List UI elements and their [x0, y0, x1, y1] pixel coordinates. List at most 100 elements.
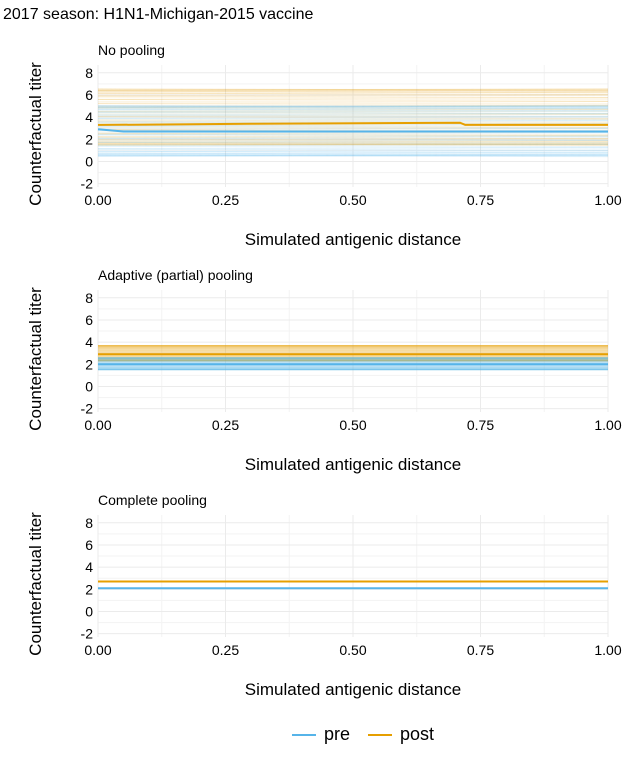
individual-line-pre: [97, 149, 609, 153]
individual-line-post: [97, 132, 609, 135]
individual-line-post: [97, 98, 609, 102]
individual-line-post: [97, 96, 609, 99]
individual-line-pre: [97, 105, 609, 108]
y-axis-label: Counterfactual titer: [26, 512, 45, 656]
y-tick-label: -2: [81, 401, 94, 417]
individual-line-post: [97, 89, 609, 93]
individual-line-post: [97, 108, 609, 111]
x-tick-label: 0.50: [339, 417, 366, 433]
individual-line-post: [97, 89, 609, 92]
individual-line-pre: [97, 147, 609, 150]
individual-line-pre: [97, 120, 609, 123]
individual-line-post: [97, 88, 609, 91]
individual-line-pre: [97, 107, 609, 111]
individual-line-pre: [97, 125, 609, 129]
individual-line-post: [97, 142, 609, 146]
individual-line-pre: [97, 110, 609, 113]
individual-line-post: [97, 134, 609, 137]
y-tick-label: 2: [85, 131, 93, 147]
individual-line-pre: [97, 141, 609, 145]
individual-line-post: [97, 118, 609, 122]
individual-line-pre: [97, 153, 609, 157]
individual-line-post: [97, 95, 609, 98]
individual-line-pre: [97, 145, 609, 148]
legend-label-pre: pre: [324, 724, 351, 744]
individual-line-pre: [97, 132, 609, 136]
x-axis-label: Simulated antigenic distance: [245, 680, 461, 699]
individual-line-pre: [97, 148, 609, 151]
individual-line-pre: [97, 153, 609, 156]
y-tick-label: 2: [85, 581, 93, 597]
individual-line-post: [97, 135, 609, 138]
panel-subtitle: Adaptive (partial) pooling: [98, 267, 253, 283]
individual-line-post: [97, 137, 609, 141]
individual-line-post: [97, 141, 609, 145]
individual-line-post: [97, 141, 609, 144]
individual-line-pre: [97, 137, 609, 141]
individual-line-post: [97, 109, 609, 112]
y-tick-label: 4: [85, 109, 93, 125]
x-tick-label: 1.00: [594, 642, 621, 658]
individual-line-pre: [97, 153, 609, 157]
individual-line-pre: [97, 111, 609, 114]
x-tick-label: 0.00: [84, 642, 111, 658]
x-tick-label: 1.00: [594, 417, 621, 433]
individual-line-pre: [97, 112, 609, 115]
individual-line-post: [97, 136, 609, 139]
individual-line-post: [97, 142, 609, 145]
individual-line-pre: [97, 106, 609, 110]
panel-2: -2 0 2 4 6 8 0.00 0.25 0.50 0.75 1.00 Adaptive (par…: [26, 267, 622, 474]
individual-line-post: [97, 113, 609, 117]
individual-line-post: [97, 92, 609, 95]
individual-line-post: [97, 97, 609, 100]
x-tick-label: 0.50: [339, 642, 366, 658]
individual-line-post: [97, 89, 609, 91]
individual-line-pre: [97, 151, 609, 155]
individual-line-post: [97, 91, 609, 95]
individual-line-pre: [97, 137, 609, 140]
individual-line-post: [97, 127, 609, 130]
x-tick-label: 0.75: [467, 192, 494, 208]
individual-line-pre: [97, 104, 609, 108]
individual-line-post: [97, 106, 609, 110]
individual-line-post: [97, 139, 609, 142]
y-tick-label: -2: [81, 176, 94, 192]
legend: pre post: [292, 724, 452, 745]
individual-line-pre: [97, 133, 609, 136]
individual-line-post: [97, 142, 609, 145]
individual-line-pre: [97, 108, 609, 111]
individual-line-post: [97, 88, 609, 91]
x-tick-label: 1.00: [594, 192, 621, 208]
x-tick-label: 0.50: [339, 192, 366, 208]
series-line-pre: [97, 128, 608, 133]
individual-line-pre: [97, 154, 609, 157]
individual-line-pre: [97, 110, 609, 113]
individual-line-post: [97, 88, 609, 91]
individual-line-pre: [97, 143, 609, 146]
individual-line-pre: [97, 116, 609, 120]
individual-line-pre: [97, 105, 609, 109]
individual-line-post: [97, 104, 609, 107]
individual-line-pre: [97, 152, 609, 156]
individual-line-pre: [97, 143, 609, 147]
individual-line-pre: [97, 105, 609, 108]
y-tick-label: 6: [85, 537, 93, 553]
y-tick-label: 8: [85, 65, 93, 81]
individual-line-post: [97, 116, 609, 120]
individual-line-post: [97, 111, 609, 115]
individual-line-pre: [97, 119, 609, 122]
individual-line-post: [97, 105, 609, 108]
x-tick-label: 0.00: [84, 192, 111, 208]
individual-line-pre: [97, 112, 609, 116]
panel-subtitle: No pooling: [98, 42, 165, 58]
individual-line-post: [97, 93, 609, 96]
y-tick-label: 6: [85, 312, 93, 328]
individual-line-post: [97, 118, 609, 120]
individual-line-post: [97, 120, 609, 123]
individual-line-post: [97, 110, 609, 113]
individual-line-post: [97, 88, 609, 92]
x-tick-label: 0.25: [212, 642, 239, 658]
individual-line-pre: [97, 105, 609, 108]
individual-line-pre: [97, 127, 609, 131]
